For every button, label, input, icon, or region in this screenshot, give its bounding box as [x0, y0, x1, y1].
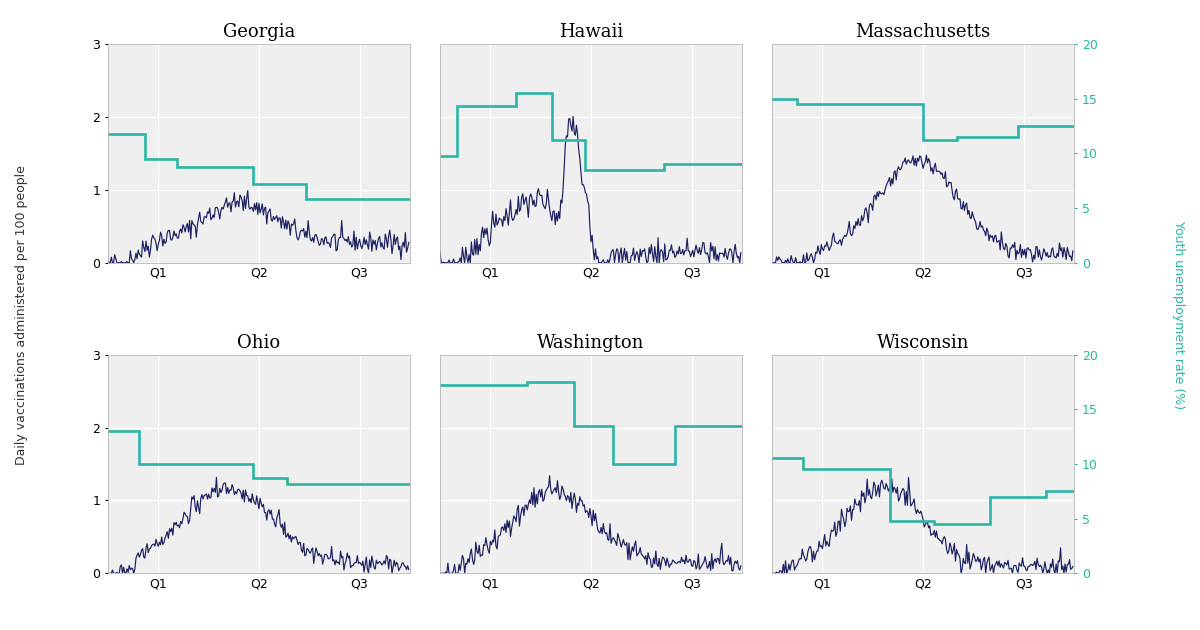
Title: Washington: Washington [538, 334, 644, 352]
Text: Daily vaccinations administered per 100 people: Daily vaccinations administered per 100 … [16, 165, 28, 465]
Title: Massachusetts: Massachusetts [856, 23, 991, 41]
Text: Youth unemployment rate (%): Youth unemployment rate (%) [1172, 221, 1184, 409]
Title: Wisconsin: Wisconsin [877, 334, 970, 352]
Title: Hawaii: Hawaii [559, 23, 623, 41]
Title: Georgia: Georgia [223, 23, 295, 41]
Title: Ohio: Ohio [238, 334, 281, 352]
